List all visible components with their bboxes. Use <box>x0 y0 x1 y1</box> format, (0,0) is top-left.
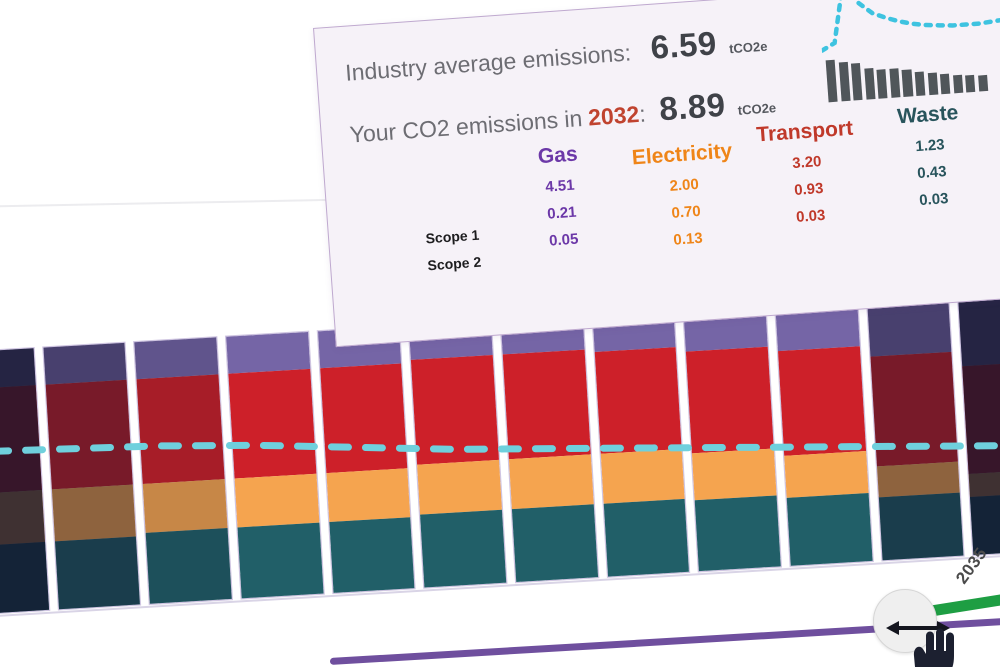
your-emissions-colon: : <box>638 100 647 127</box>
your-emissions-year: 2032 <box>587 100 641 131</box>
sparkline-bar <box>864 67 876 100</box>
column-header-waste: Waste <box>896 101 960 129</box>
industry-average-row: Industry average emissions: 6.59 tCO2e <box>344 21 769 89</box>
row-label-scope-1: Scope 1 <box>425 226 480 247</box>
year-slider-handle[interactable] <box>873 589 937 653</box>
hand-cursor-icon <box>913 628 954 667</box>
emissions-trend-sparkline-icon <box>819 0 1000 53</box>
emissions-summary-panel: Industry average emissions: 6.59 tCO2e Y… <box>313 0 1000 348</box>
table-corner-cell <box>362 182 498 192</box>
sparkline-bar <box>940 73 951 95</box>
sparkline-bar <box>825 59 838 103</box>
row-label <box>364 211 500 221</box>
sparkline-bar <box>978 75 989 92</box>
sparkline-bar <box>876 68 888 99</box>
sparkline-bar <box>889 68 901 98</box>
sparkline-bar <box>901 69 913 97</box>
sparkline-bar <box>914 71 926 97</box>
industry-average-unit: tCO2e <box>728 38 768 57</box>
your-emissions-unit: tCO2e <box>737 100 777 118</box>
emissions-stacked-bar-chart[interactable] <box>0 284 1000 648</box>
sparkline-bar <box>965 75 976 93</box>
column-header-gas: Gas <box>537 142 579 169</box>
sparkline-bar <box>851 63 863 101</box>
sparkline-bar <box>838 61 851 102</box>
row-label-scope-2: Scope 2 <box>426 253 482 274</box>
industry-average-label: Industry average emissions: <box>344 39 632 86</box>
emissions-bar-sparkline-icon <box>825 49 989 103</box>
sparkline-bar <box>927 72 939 96</box>
section-divider <box>0 197 380 208</box>
industry-average-value: 6.59 <box>649 24 718 66</box>
industry-average-benchmark-line <box>0 441 1000 457</box>
sparkline-bar <box>952 74 964 94</box>
emissions-breakdown-table: Gas Electricity Transport Waste 4.51 2.0… <box>361 101 1000 288</box>
your-emissions-label: Your CO2 emissions in <box>348 105 584 148</box>
column-header-electricity: Electricity <box>631 139 733 170</box>
your-emissions-value: 8.89 <box>658 85 727 128</box>
